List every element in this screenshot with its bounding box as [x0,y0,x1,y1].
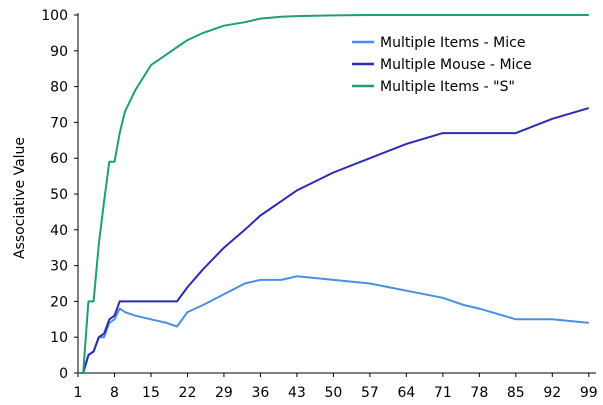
chart-axes [74,13,596,377]
y-tick-label: 10 [50,330,68,346]
x-tick-label: 78 [470,385,488,401]
legend-label-3: Multiple Items - "S" [380,79,515,95]
x-tick-label: 92 [543,385,561,401]
legend-label-2: Multiple Mouse - Mice [380,57,532,73]
y-tick-label: 0 [59,366,68,382]
x-tick-label: 22 [179,385,197,401]
x-tick-labels: 1 8 15 22 29 36 43 50 57 64 71 78 85 92 99 [74,385,598,401]
series-line-3 [78,14,589,374]
x-tick-label: 43 [288,385,306,401]
y-tick-label: 40 [50,223,68,239]
x-tick-label: 71 [434,385,452,401]
y-tick-label: 60 [50,151,68,167]
series-line-2 [78,107,590,374]
series-line-1 [78,275,589,374]
y-tick-label: 80 [50,80,68,96]
y-tick-label: 20 [50,294,68,310]
x-tick-label: 15 [142,385,160,401]
x-tick-label: 85 [507,385,525,401]
legend: Multiple Items - Mice Multiple Mouse - Mi… [352,35,532,95]
y-tick-label: 90 [50,44,68,60]
y-tick-label: 30 [50,259,68,275]
x-tick-label: 29 [215,385,233,401]
x-tick-label: 50 [324,385,342,401]
y-tick-label: 70 [50,115,68,131]
x-tick-label: 99 [580,385,598,401]
x-tick-label: 1 [74,385,83,401]
y-tick-label: 100 [41,8,68,24]
x-tick-label: 36 [252,385,270,401]
x-tick-label: 57 [361,385,379,401]
y-tick-labels: 0 10 20 30 40 50 60 70 80 90 100 [41,8,68,382]
x-tick-label: 8 [110,385,119,401]
legend-label-1: Multiple Items - Mice [380,35,525,51]
y-tick-label: 50 [50,187,68,203]
y-axis-label: Associative Value [12,137,28,259]
series-lines [78,14,590,374]
x-tick-label: 64 [397,385,415,401]
